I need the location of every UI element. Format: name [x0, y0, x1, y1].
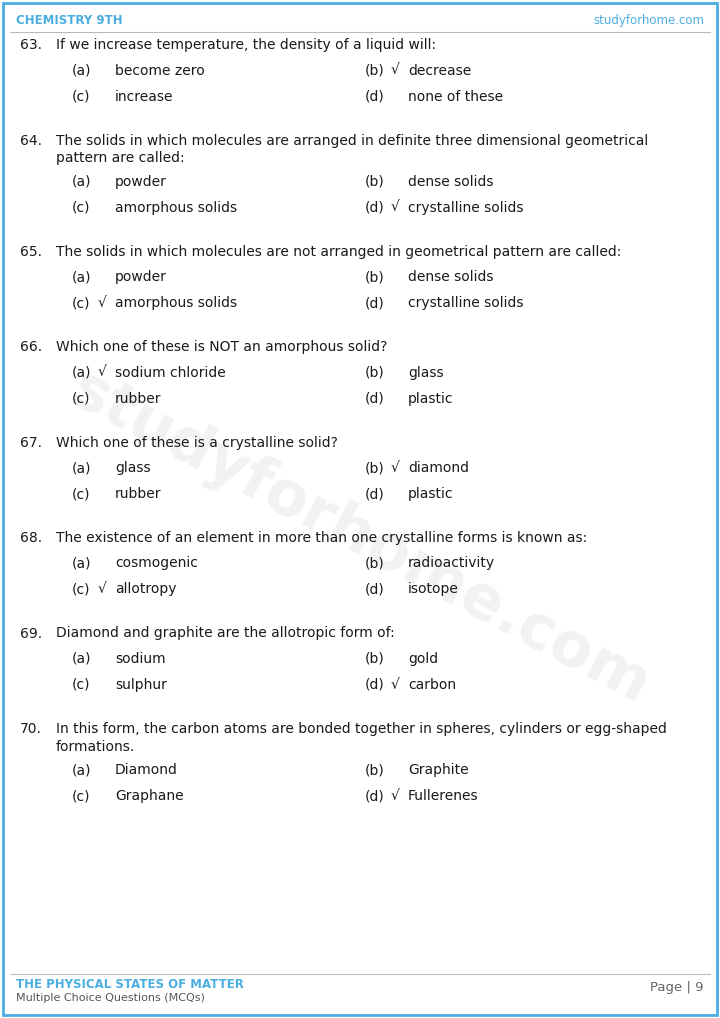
- Text: 64.: 64.: [20, 133, 42, 148]
- Text: (d): (d): [365, 678, 384, 692]
- Text: (c): (c): [72, 296, 91, 310]
- Text: (a): (a): [72, 461, 91, 475]
- Text: (c): (c): [72, 90, 91, 104]
- Text: (b): (b): [365, 63, 384, 77]
- Text: sulphur: sulphur: [115, 678, 167, 692]
- Text: √: √: [391, 461, 400, 475]
- Text: (c): (c): [72, 582, 91, 597]
- Text: powder: powder: [115, 174, 167, 188]
- Text: 68.: 68.: [20, 531, 42, 545]
- Text: radioactivity: radioactivity: [408, 557, 495, 570]
- Text: (d): (d): [365, 90, 384, 104]
- Text: (d): (d): [365, 487, 384, 501]
- Text: diamond: diamond: [408, 461, 469, 475]
- Text: crystalline solids: crystalline solids: [408, 201, 523, 215]
- Text: (d): (d): [365, 296, 384, 310]
- Text: glass: glass: [408, 365, 444, 380]
- Text: (b): (b): [365, 270, 384, 284]
- Text: √: √: [98, 582, 107, 597]
- Text: amorphous solids: amorphous solids: [115, 296, 237, 310]
- Text: The existence of an element in more than one crystalline forms is known as:: The existence of an element in more than…: [56, 531, 588, 545]
- Text: √: √: [98, 296, 107, 310]
- Text: The solids in which molecules are arranged in definite three dimensional geometr: The solids in which molecules are arrang…: [56, 133, 648, 165]
- Text: (d): (d): [365, 789, 384, 803]
- Text: (b): (b): [365, 365, 384, 380]
- Text: √: √: [391, 201, 400, 215]
- Text: (c): (c): [72, 487, 91, 501]
- Text: (b): (b): [365, 174, 384, 188]
- Text: Graphite: Graphite: [408, 764, 469, 777]
- Text: (d): (d): [365, 392, 384, 405]
- Text: studyforhome.com: studyforhome.com: [593, 14, 704, 27]
- Text: become zero: become zero: [115, 63, 204, 77]
- Text: none of these: none of these: [408, 90, 503, 104]
- Text: gold: gold: [408, 652, 438, 666]
- Text: CHEMISTRY 9TH: CHEMISTRY 9TH: [16, 14, 122, 27]
- Text: crystalline solids: crystalline solids: [408, 296, 523, 310]
- Text: Fullerenes: Fullerenes: [408, 789, 479, 803]
- Text: Graphane: Graphane: [115, 789, 184, 803]
- Text: plastic: plastic: [408, 487, 454, 501]
- Text: (d): (d): [365, 201, 384, 215]
- Text: sodium: sodium: [115, 652, 166, 666]
- Text: 65.: 65.: [20, 244, 42, 259]
- Text: (a): (a): [72, 174, 91, 188]
- Text: Which one of these is a crystalline solid?: Which one of these is a crystalline soli…: [56, 436, 338, 450]
- Text: isotope: isotope: [408, 582, 459, 597]
- Text: (b): (b): [365, 557, 384, 570]
- Text: (a): (a): [72, 365, 91, 380]
- Text: powder: powder: [115, 270, 167, 284]
- Text: 69.: 69.: [20, 626, 42, 640]
- Text: (c): (c): [72, 201, 91, 215]
- Text: decrease: decrease: [408, 63, 472, 77]
- Text: dense solids: dense solids: [408, 270, 493, 284]
- Text: Multiple Choice Questions (MCQs): Multiple Choice Questions (MCQs): [16, 993, 205, 1003]
- Text: 67.: 67.: [20, 436, 42, 450]
- Text: (c): (c): [72, 789, 91, 803]
- Text: If we increase temperature, the density of a liquid will:: If we increase temperature, the density …: [56, 38, 436, 52]
- Text: rubber: rubber: [115, 487, 161, 501]
- Text: (b): (b): [365, 461, 384, 475]
- Text: The solids in which molecules are not arranged in geometrical pattern are called: The solids in which molecules are not ar…: [56, 244, 621, 259]
- Text: cosmogenic: cosmogenic: [115, 557, 198, 570]
- Text: (a): (a): [72, 764, 91, 777]
- Text: (b): (b): [365, 764, 384, 777]
- Text: Which one of these is NOT an amorphous solid?: Which one of these is NOT an amorphous s…: [56, 340, 387, 354]
- Text: sodium chloride: sodium chloride: [115, 365, 226, 380]
- Text: Diamond and graphite are the allotropic form of:: Diamond and graphite are the allotropic …: [56, 626, 395, 640]
- Text: increase: increase: [115, 90, 174, 104]
- Text: studyforhome.com: studyforhome.com: [60, 361, 660, 717]
- Text: √: √: [391, 789, 400, 803]
- Text: Page | 9: Page | 9: [650, 981, 704, 995]
- Text: √: √: [391, 678, 400, 692]
- Text: (a): (a): [72, 63, 91, 77]
- Text: (a): (a): [72, 557, 91, 570]
- Text: 66.: 66.: [20, 340, 42, 354]
- Text: carbon: carbon: [408, 678, 456, 692]
- Text: Diamond: Diamond: [115, 764, 178, 777]
- Text: amorphous solids: amorphous solids: [115, 201, 237, 215]
- Text: allotropy: allotropy: [115, 582, 176, 597]
- Text: √: √: [98, 365, 107, 380]
- Text: 63.: 63.: [20, 38, 42, 52]
- Text: (d): (d): [365, 582, 384, 597]
- Text: dense solids: dense solids: [408, 174, 493, 188]
- Text: (a): (a): [72, 270, 91, 284]
- Text: rubber: rubber: [115, 392, 161, 405]
- Text: (b): (b): [365, 652, 384, 666]
- Text: glass: glass: [115, 461, 150, 475]
- Text: THE PHYSICAL STATES OF MATTER: THE PHYSICAL STATES OF MATTER: [16, 978, 244, 991]
- Text: (c): (c): [72, 678, 91, 692]
- Text: √: √: [391, 63, 400, 77]
- Text: (c): (c): [72, 392, 91, 405]
- Text: 70.: 70.: [20, 722, 42, 736]
- Text: In this form, the carbon atoms are bonded together in spheres, cylinders or egg-: In this form, the carbon atoms are bonde…: [56, 722, 667, 754]
- Text: plastic: plastic: [408, 392, 454, 405]
- Text: (a): (a): [72, 652, 91, 666]
